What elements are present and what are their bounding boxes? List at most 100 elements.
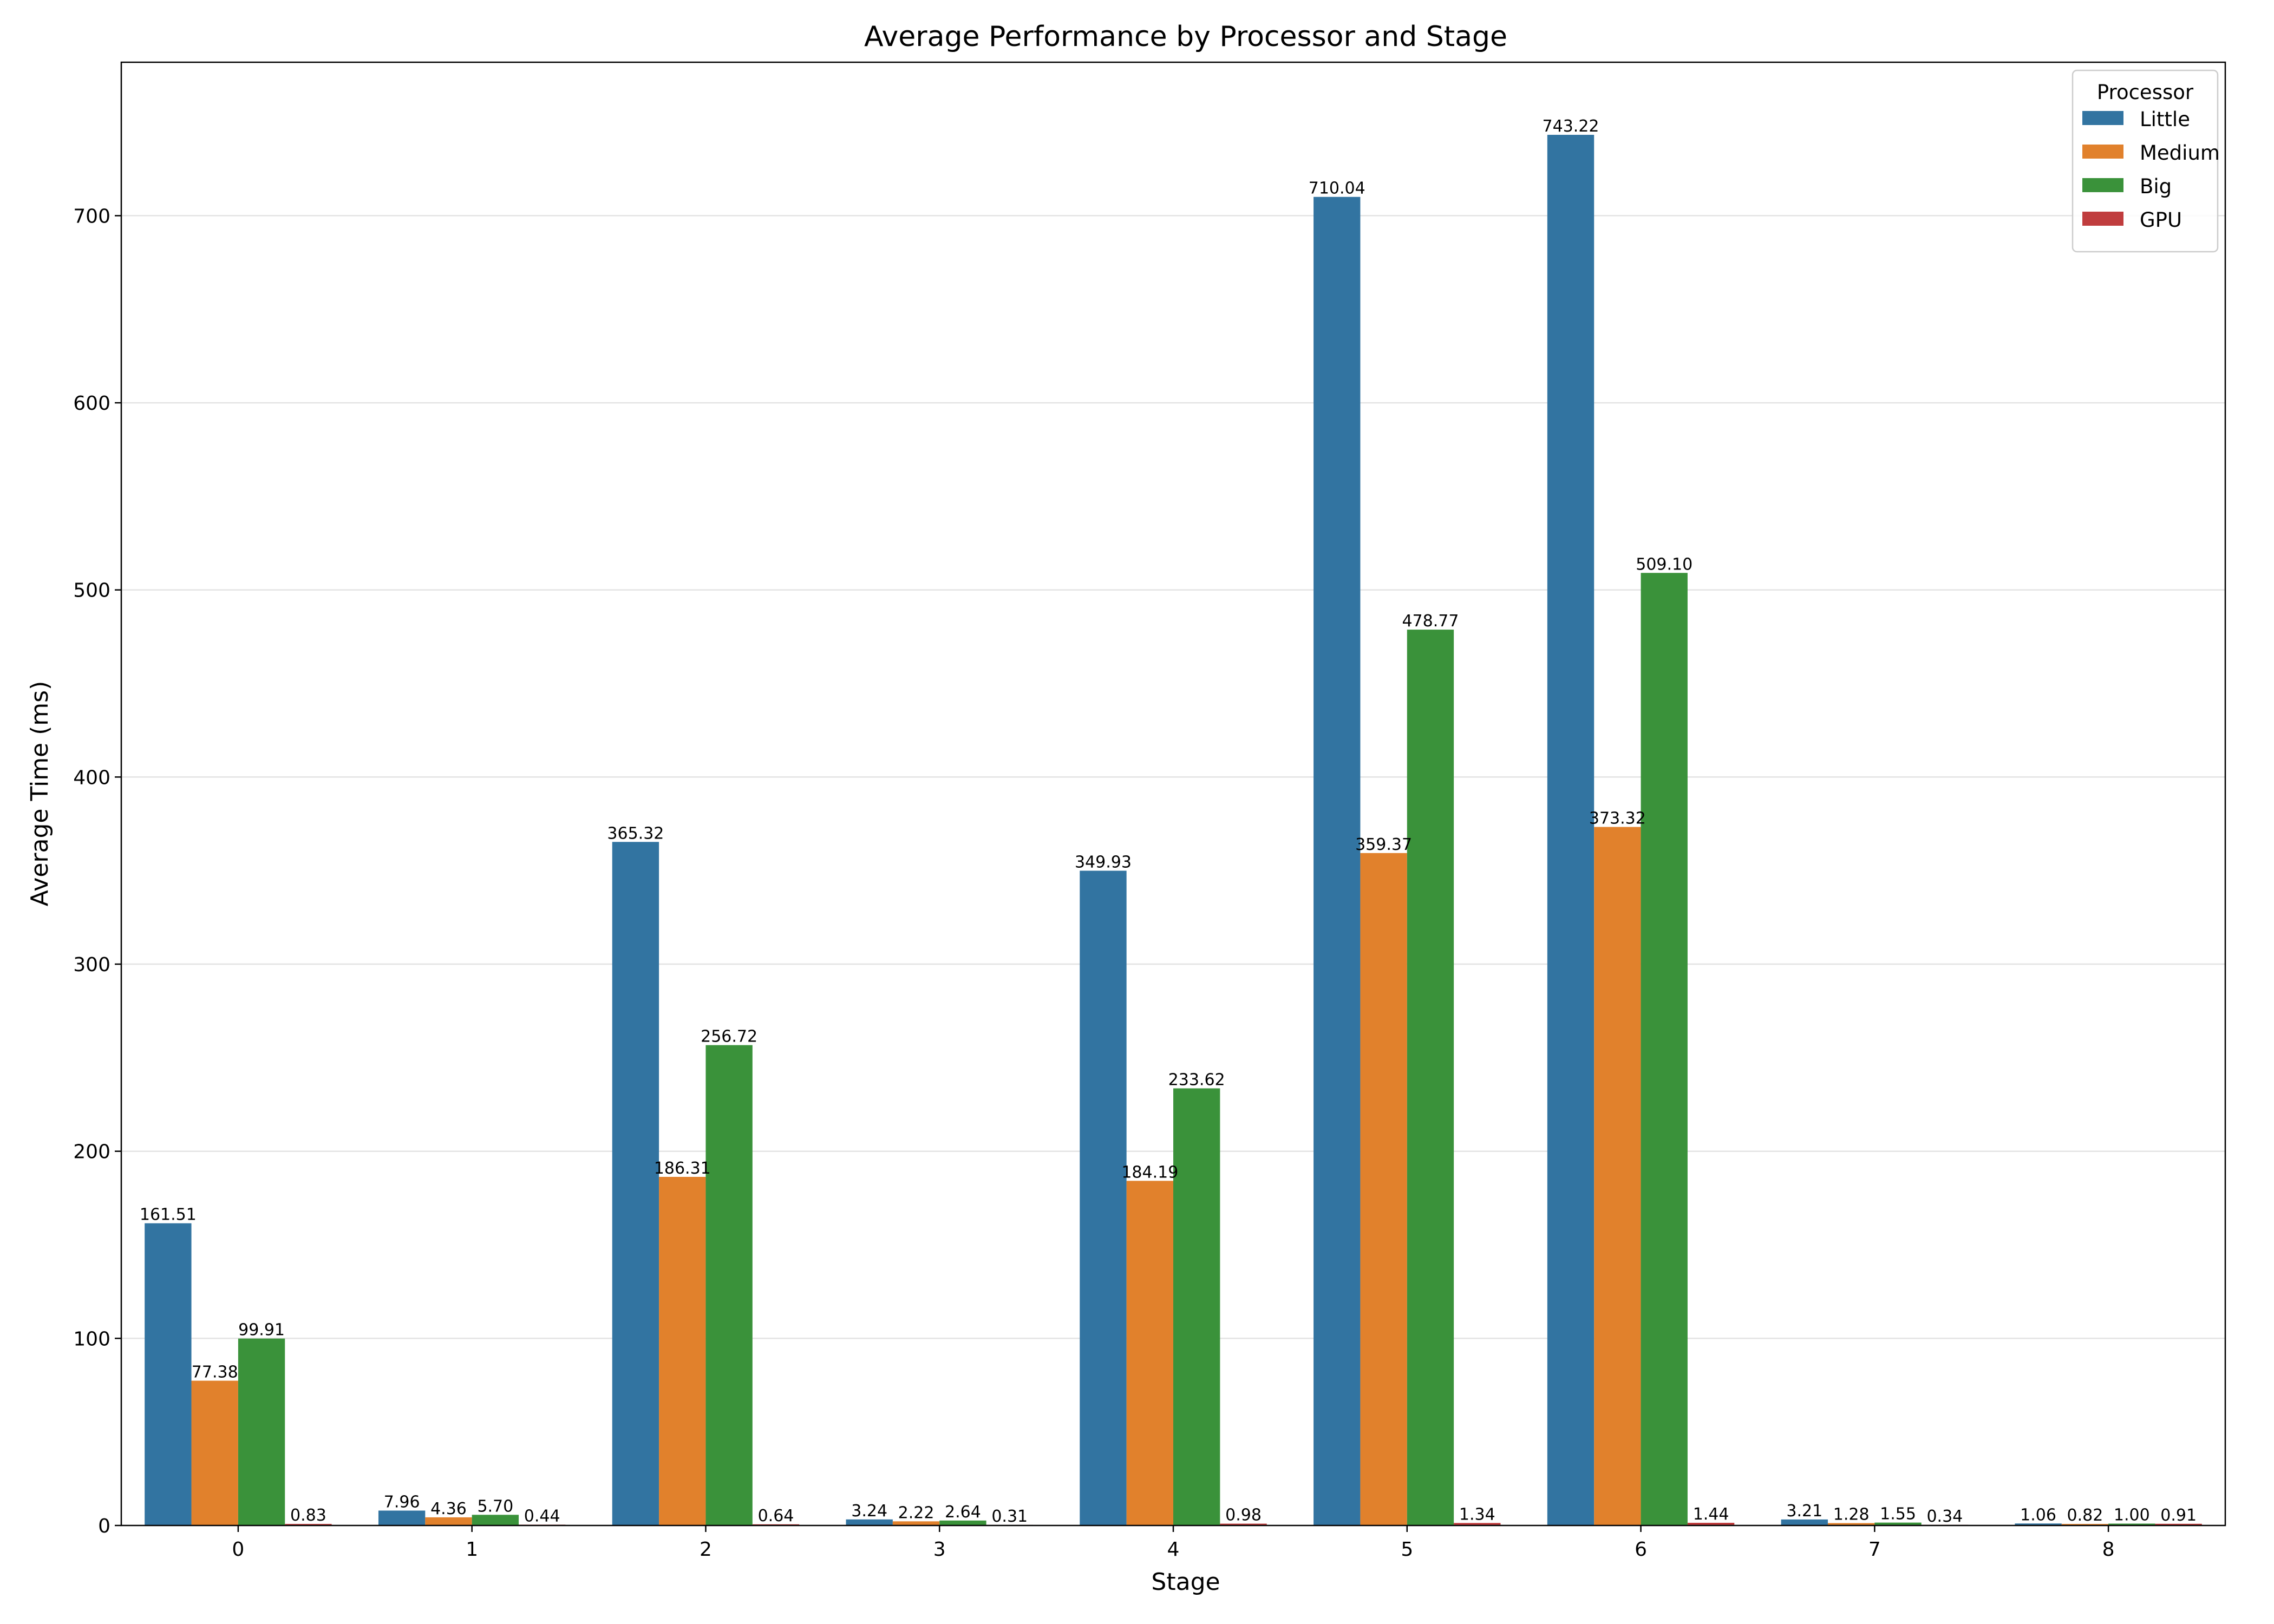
axis-ticks: 0 100 200 300 400 500 600 700 0 1 2 3 4 5 6 7 8 [73,205,2114,1561]
bar-big [1173,1088,1220,1525]
y-tick-label: 600 [73,392,110,415]
x-tick-label: 2 [700,1538,712,1561]
bar-medium [1126,1181,1173,1525]
bar-medium [1594,827,1641,1525]
bar-medium [892,1521,940,1525]
data-label: 7.96 [384,1492,420,1511]
data-label: 1.06 [2020,1505,2056,1524]
legend-swatch-little [2082,111,2123,125]
bar-medium [659,1177,706,1525]
legend-label-big: Big [2140,175,2172,198]
data-label: 2.64 [945,1503,981,1522]
bar-medium [191,1380,238,1525]
data-label: 233.62 [1168,1070,1225,1089]
legend-label-gpu: GPU [2140,208,2182,232]
legend-label-medium: Medium [2140,141,2220,165]
bar-big [1407,630,1454,1525]
data-label: 0.91 [2160,1506,2197,1525]
x-tick-label: 1 [466,1538,478,1561]
data-label: 0.64 [758,1507,794,1525]
bar-big [1874,1522,1922,1525]
y-tick-label: 0 [98,1515,110,1537]
y-tick-label: 500 [73,580,110,602]
data-label: 359.37 [1355,835,1412,854]
bar-big [705,1045,753,1525]
data-label: 4.36 [430,1499,467,1518]
data-label: 0.82 [2067,1506,2103,1525]
x-tick-label: 8 [2102,1538,2115,1561]
bar-big [472,1515,519,1525]
data-label: 365.32 [607,824,664,843]
bar-little [1547,135,1595,1525]
data-label: 186.31 [654,1159,711,1178]
x-tick-label: 6 [1635,1538,1647,1561]
bar-little [145,1223,192,1525]
y-tick-label: 700 [73,205,110,227]
y-tick-label: 300 [73,954,110,976]
data-label: 77.38 [192,1363,238,1382]
bar-medium [2061,1524,2109,1525]
data-label: 743.22 [1543,117,1599,136]
data-label: 2.22 [898,1503,935,1522]
bar-gpu [1454,1523,1501,1525]
y-tick-label: 400 [73,767,110,789]
legend-swatch-medium [2082,145,2123,159]
y-axis-label: Average Time (ms) [26,681,54,906]
data-label: 710.04 [1309,179,1365,198]
bar-big [939,1520,986,1525]
x-tick-label: 7 [1868,1538,1881,1561]
data-label: 3.24 [851,1502,887,1521]
legend-label-little: Little [2140,108,2190,131]
chart-title: Average Performance by Processor and Sta… [864,21,1507,53]
legend-items: Little Medium Big GPU [2082,108,2220,232]
data-label: 1.55 [1880,1505,1916,1524]
data-label: 373.32 [1589,809,1646,828]
bar-little [846,1519,893,1525]
bar-big [1641,573,1688,1525]
bar-little [1080,870,1127,1525]
legend-swatch-big [2082,178,2123,192]
bar-gpu [1687,1523,1735,1525]
y-tick-label: 100 [73,1328,110,1350]
bar-little [2015,1523,2062,1525]
data-label: 5.70 [477,1497,513,1516]
data-label: 0.34 [1926,1507,1963,1526]
x-tick-label: 5 [1401,1538,1413,1561]
bar-little [1781,1519,1828,1525]
data-labels: 161.51 7.96 365.32 3.24 349.93 710.04 743.22 3.… [140,117,2197,1526]
bar-big [238,1338,285,1525]
bar-big [2108,1523,2155,1525]
bar-little [378,1510,426,1525]
data-label: 0.44 [524,1507,560,1525]
data-label: 0.83 [290,1506,326,1525]
x-tick-label: 3 [933,1538,946,1561]
data-label: 349.93 [1075,853,1132,872]
legend-title: Processor [2097,81,2194,104]
data-label: 1.44 [1693,1505,1729,1524]
data-label: 99.91 [238,1321,285,1340]
data-label: 3.21 [1786,1502,1822,1521]
data-label: 478.77 [1402,612,1459,631]
data-label: 0.31 [991,1507,1028,1526]
bar-medium [1827,1523,1875,1525]
bar-gpu [1220,1523,1267,1525]
data-label: 1.00 [2114,1506,2150,1525]
bar-medium [1360,853,1407,1525]
x-tick-label: 4 [1167,1538,1180,1561]
y-tick-label: 200 [73,1141,110,1163]
data-label: 1.34 [1459,1505,1495,1524]
data-label: 161.51 [140,1206,197,1224]
bar-medium [425,1517,472,1525]
bar-gpu [2155,1523,2202,1525]
x-tick-label: 0 [232,1538,244,1561]
x-axis-label: Stage [1151,1568,1220,1596]
legend: Processor Little Medium Big GPU [2072,69,2220,253]
data-label: 184.19 [1121,1163,1178,1182]
bar-gpu [285,1524,332,1525]
data-label: 509.10 [1636,555,1693,574]
legend-swatch-gpu [2082,212,2123,226]
data-label: 0.98 [1225,1506,1262,1525]
bars [145,135,2202,1526]
